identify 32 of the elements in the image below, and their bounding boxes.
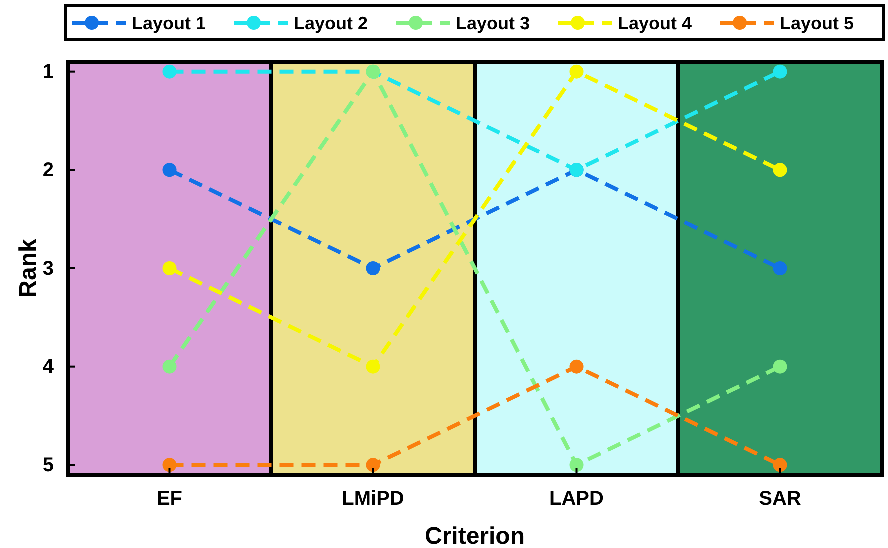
point [570,360,584,374]
y-tick-label: 1 [42,61,54,84]
y-tick-label: 5 [42,454,54,477]
point [366,360,380,374]
y-tick-label: 3 [42,258,54,280]
y-tick-label: 4 [42,356,55,378]
x-tick-label: LAPD [550,488,604,510]
x-axis-title: Criterion [424,523,526,548]
point [773,360,788,374]
x-tick-label: SAR [759,488,802,510]
y-axis-title: Rank [15,238,42,298]
legend-label: Layout 3 [456,13,530,34]
legend-label: Layout 2 [294,13,368,34]
point [773,458,788,472]
point [366,458,380,472]
x-tick-label: EF [156,488,183,510]
point [162,360,177,374]
legend-label: Layout 1 [132,13,206,34]
legend-label: Layout 5 [780,13,854,34]
point [162,163,177,178]
y-tick-label: 2 [42,160,54,182]
point [162,262,177,276]
x-tick-label: LMiPD [342,488,404,510]
point [162,458,177,472]
legend-label: Layout 4 [618,13,692,34]
point [773,262,788,276]
point [773,64,788,79]
point [570,64,584,79]
point [570,458,584,472]
point [773,163,788,178]
point [366,262,380,276]
point [162,64,177,79]
